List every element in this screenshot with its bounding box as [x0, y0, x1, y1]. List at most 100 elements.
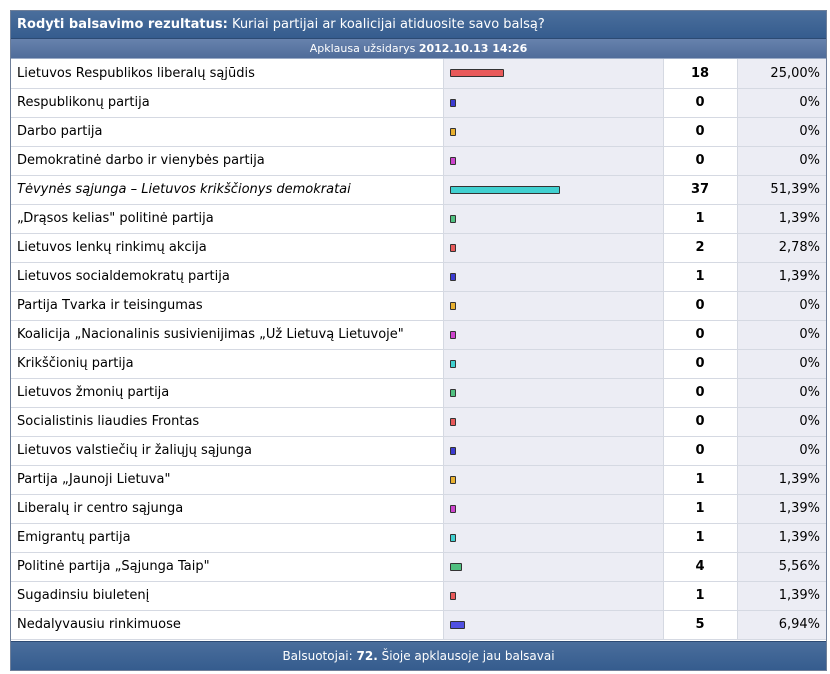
result-bar-cell [443, 552, 664, 582]
result-bar-cell [443, 204, 664, 234]
result-bar [449, 475, 456, 484]
result-bar-cell [443, 436, 664, 466]
vote-count: 0 [663, 436, 738, 466]
result-bar-cell [443, 349, 664, 379]
result-row: Demokratinė darbo ir vienybės partija 0 0% [11, 146, 826, 176]
vote-count: 1 [663, 204, 738, 234]
option-label: Darbo partija [11, 117, 444, 147]
result-bar [449, 214, 456, 223]
result-bar-cell [443, 378, 664, 408]
poll-header: Rodyti balsavimo rezultatus: Kuriai part… [11, 11, 826, 39]
vote-percent: 6,94% [737, 610, 826, 640]
result-bar-cell [443, 465, 664, 495]
vote-count: 2 [663, 233, 738, 263]
result-bar-cell [443, 117, 664, 147]
vote-count: 1 [663, 494, 738, 524]
result-bar [449, 185, 560, 194]
result-row: Lietuvos socialdemokratų partija 1 1,39% [11, 262, 826, 292]
vote-percent: 1,39% [737, 494, 826, 524]
option-label: „Drąsos kelias" politinė partija [11, 204, 444, 234]
vote-count: 0 [663, 117, 738, 147]
vote-percent: 5,56% [737, 552, 826, 582]
vote-count: 1 [663, 465, 738, 495]
result-row: Respublikonų partija 0 0% [11, 88, 826, 118]
option-label: Lietuvos lenkų rinkimų akcija [11, 233, 444, 263]
result-bar [449, 504, 456, 513]
vote-percent: 0% [737, 88, 826, 118]
result-bar [449, 359, 456, 368]
option-label: Krikščionių partija [11, 349, 444, 379]
result-bar-cell [443, 494, 664, 524]
result-bar [449, 98, 456, 107]
option-label: Tėvynės sąjunga – Lietuvos krikščionys d… [11, 175, 444, 205]
result-row: Lietuvos Respublikos liberalų sąjūdis 18 2… [11, 59, 826, 89]
option-label: Nedalyvausiu rinkimuose [11, 610, 444, 640]
result-bar-cell [443, 175, 664, 205]
option-label: Koalicija „Nacionalinis susivienijimas „… [11, 320, 444, 350]
result-bar [449, 272, 456, 281]
result-row: Lietuvos lenkų rinkimų akcija 2 2,78% [11, 233, 826, 263]
option-label: Lietuvos socialdemokratų partija [11, 262, 444, 292]
result-bar-cell [443, 88, 664, 118]
vote-count: 37 [663, 175, 738, 205]
vote-percent: 0% [737, 407, 826, 437]
result-bar [449, 417, 456, 426]
result-bar [449, 562, 462, 571]
result-bar [449, 591, 456, 600]
result-row: Nedalyvausiu rinkimuose 5 6,94% [11, 610, 826, 640]
vote-percent: 0% [737, 320, 826, 350]
result-bar-cell [443, 610, 664, 640]
result-row: Darbo partija 0 0% [11, 117, 826, 147]
results-table: Lietuvos Respublikos liberalų sąjūdis 18 2… [11, 59, 826, 640]
result-bar [449, 446, 456, 455]
result-row: Lietuvos valstiečių ir žaliųjų sąjunga 0 0… [11, 436, 826, 466]
result-row: Lietuvos žmonių partija 0 0% [11, 378, 826, 408]
result-row: Socialistinis liaudies Frontas 0 0% [11, 407, 826, 437]
result-bar [449, 330, 456, 339]
vote-count: 0 [663, 291, 738, 321]
results-title: Rodyti balsavimo rezultatus: [17, 17, 228, 32]
vote-percent: 0% [737, 436, 826, 466]
result-bar [449, 156, 456, 165]
result-bar-cell [443, 581, 664, 611]
result-row: Koalicija „Nacionalinis susivienijimas „… [11, 320, 826, 350]
result-bar [449, 533, 456, 542]
closing-label: Apklausa užsidarys [309, 42, 416, 55]
result-bar-cell [443, 407, 664, 437]
voters-label: Balsuotojai: [282, 649, 353, 663]
result-row: „Drąsos kelias" politinė partija 1 1,39% [11, 204, 826, 234]
option-label: Partija Tvarka ir teisingumas [11, 291, 444, 321]
vote-percent: 1,39% [737, 581, 826, 611]
result-row: Politinė partija „Sąjunga Taip" 4 5,56% [11, 552, 826, 582]
result-bar-cell [443, 59, 664, 89]
vote-count: 1 [663, 262, 738, 292]
vote-percent: 1,39% [737, 262, 826, 292]
result-row: Liberalų ir centro sąjunga 1 1,39% [11, 494, 826, 524]
option-label: Sugadinsiu biuletenį [11, 581, 444, 611]
vote-count: 18 [663, 59, 738, 89]
vote-percent: 0% [737, 291, 826, 321]
poll-closing-info: Apklausa užsidarys 2012.10.13 14:26 [11, 39, 826, 59]
vote-percent: 1,39% [737, 523, 826, 553]
vote-count: 0 [663, 146, 738, 176]
vote-percent: 0% [737, 378, 826, 408]
result-bar-cell [443, 291, 664, 321]
vote-percent: 0% [737, 146, 826, 176]
vote-percent: 2,78% [737, 233, 826, 263]
result-row: Tėvynės sąjunga – Lietuvos krikščionys d… [11, 175, 826, 205]
option-label: Socialistinis liaudies Frontas [11, 407, 444, 437]
vote-percent: 0% [737, 349, 826, 379]
result-row: Krikščionių partija 0 0% [11, 349, 826, 379]
vote-percent: 1,39% [737, 465, 826, 495]
option-label: Demokratinė darbo ir vienybės partija [11, 146, 444, 176]
vote-count: 0 [663, 88, 738, 118]
result-bar-cell [443, 146, 664, 176]
result-bar-cell [443, 262, 664, 292]
result-bar [449, 301, 456, 310]
option-label: Lietuvos Respublikos liberalų sąjūdis [11, 59, 444, 89]
vote-percent: 1,39% [737, 204, 826, 234]
option-label: Lietuvos žmonių partija [11, 378, 444, 408]
vote-percent: 51,39% [737, 175, 826, 205]
vote-count: 0 [663, 407, 738, 437]
option-label: Liberalų ir centro sąjunga [11, 494, 444, 524]
